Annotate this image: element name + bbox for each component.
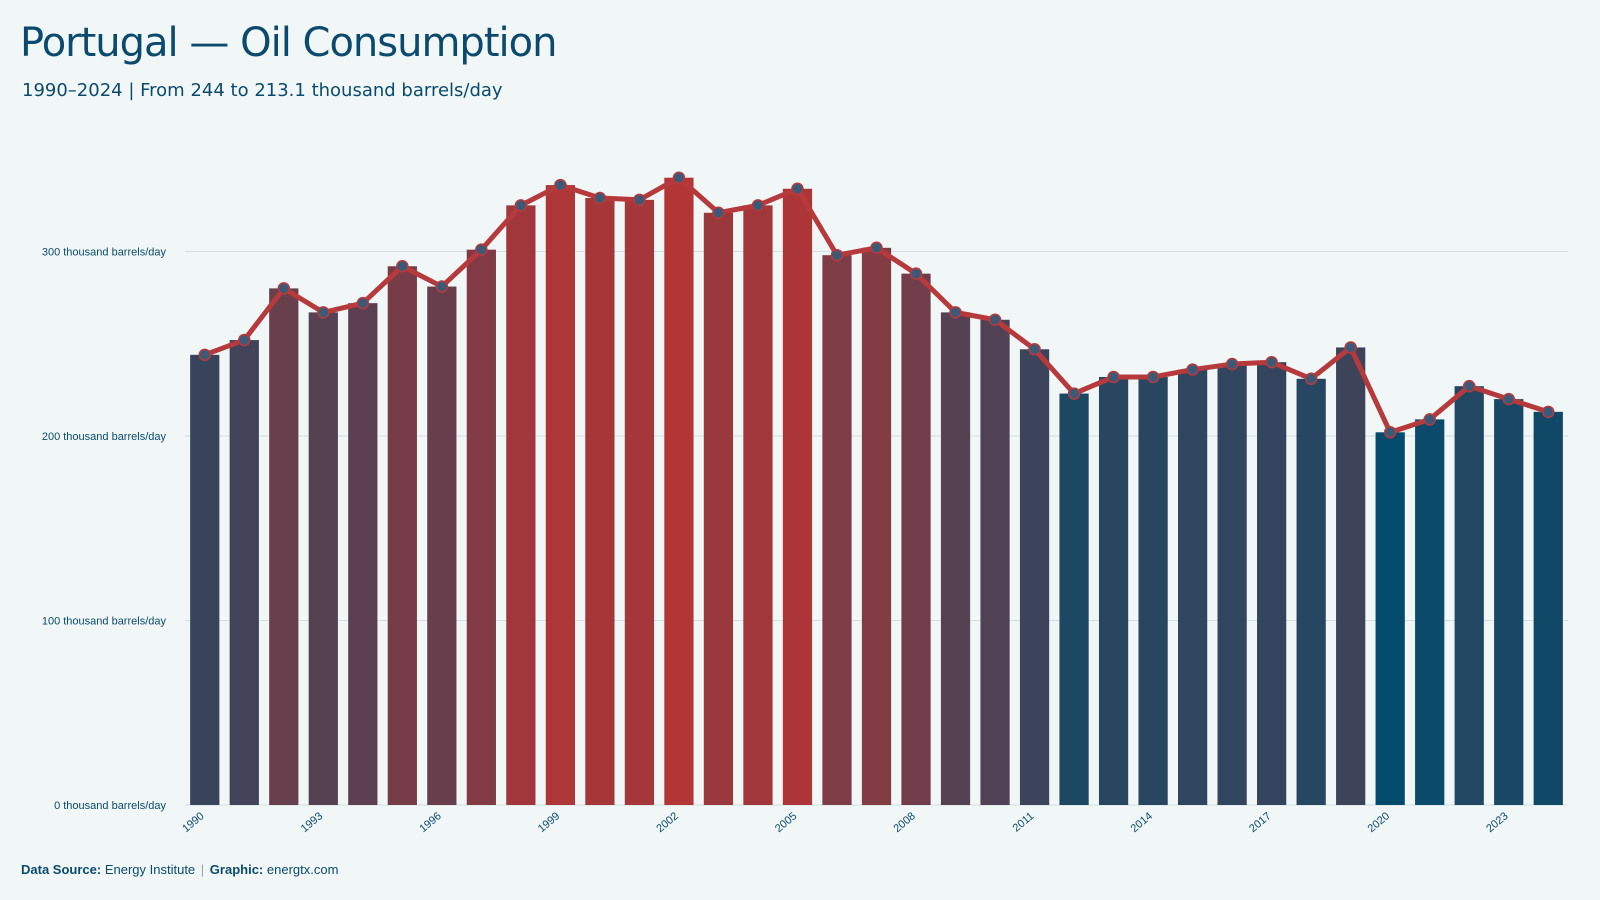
data-point (554, 178, 567, 192)
bar (743, 205, 773, 805)
data-point (1028, 343, 1041, 356)
data-point (1067, 387, 1081, 400)
bar (506, 205, 536, 805)
data-point (751, 199, 765, 212)
page-title: Portugal — Oil Consumption (20, 20, 557, 66)
bar (1217, 364, 1247, 805)
data-point (356, 296, 370, 310)
x-tick-label: 2023 (1484, 810, 1510, 835)
bar (269, 288, 299, 805)
source-label: Data Source: (21, 862, 102, 877)
bar (427, 286, 457, 805)
data-point (514, 199, 528, 212)
bar-layer (190, 177, 1563, 806)
data-point (317, 306, 330, 319)
bar (1177, 369, 1208, 805)
bar (782, 188, 813, 805)
data-point (672, 171, 686, 184)
bar (624, 199, 655, 806)
bar (348, 303, 378, 805)
bar (664, 177, 694, 805)
y-tick-label: 300 thousand barrels/day (42, 247, 167, 259)
graphic-label: Graphic: (209, 862, 264, 877)
bar (1375, 432, 1405, 805)
x-tick-label: 2002 (654, 810, 680, 835)
bar (822, 255, 852, 805)
footer-separator: | (200, 862, 205, 877)
x-tick-label: 1999 (536, 810, 562, 835)
bar (387, 266, 417, 805)
bar (190, 354, 220, 805)
data-point (1304, 372, 1318, 386)
data-point (949, 306, 962, 319)
bar (1098, 376, 1129, 805)
data-point (198, 348, 212, 362)
y-tick-label: 100 thousand barrels/day (42, 616, 167, 628)
x-tick-label: 1990 (180, 810, 206, 835)
data-point (1462, 379, 1476, 393)
bar (980, 319, 1010, 805)
bar (1336, 347, 1366, 805)
bar (1019, 349, 1050, 805)
data-point (1383, 426, 1397, 439)
bar (1454, 386, 1484, 805)
data-point (1423, 413, 1436, 426)
bar (940, 312, 971, 805)
data-point (1186, 363, 1199, 376)
bar (901, 273, 931, 805)
data-point (435, 280, 449, 293)
x-axis-labels: 1990 1993 1996 1999 2002 2005 2008 2011 2014 2017… (180, 810, 1510, 835)
marker-layer (198, 171, 1555, 439)
data-point (277, 282, 291, 295)
x-tick-label: 2020 (1366, 810, 1392, 835)
page-subtitle: 1990–2024 | From 244 to 213.1 thousand b… (22, 80, 503, 101)
bar (308, 312, 338, 805)
data-point (1502, 392, 1515, 406)
data-point (1225, 357, 1239, 371)
y-tick-label: 200 thousand barrels/day (42, 431, 167, 443)
x-tick-label: 2011 (1011, 810, 1037, 834)
x-tick-label: 2005 (773, 810, 799, 835)
source-value: Energy Institute (104, 862, 196, 877)
bar (229, 340, 259, 805)
footer-credits: Data Source: Energy Institute | Graphic:… (21, 862, 338, 877)
data-point (870, 241, 883, 255)
bar (1415, 419, 1445, 805)
data-point (988, 313, 1002, 327)
data-point (791, 182, 804, 196)
bar (861, 247, 892, 805)
data-point (909, 267, 923, 280)
data-point (1541, 405, 1555, 419)
data-point (1265, 355, 1278, 369)
data-point (593, 191, 607, 205)
x-tick-label: 2008 (891, 810, 917, 835)
data-point (1146, 370, 1160, 384)
bar (545, 185, 576, 805)
data-point (712, 206, 725, 220)
y-axis-labels: 0 thousand barrels/day 100 thousand barre… (42, 247, 167, 813)
bar (466, 249, 496, 805)
data-point (830, 248, 844, 262)
x-tick-label: 1996 (417, 810, 443, 835)
bar (1296, 378, 1326, 805)
data-point (396, 260, 409, 273)
data-point (475, 243, 488, 256)
data-point (1344, 341, 1357, 354)
bar (1257, 362, 1287, 805)
x-tick-label: 2017 (1247, 810, 1273, 835)
bar (1138, 376, 1168, 805)
bar (1533, 411, 1563, 805)
x-tick-label: 1993 (299, 810, 325, 835)
bar (1059, 393, 1089, 805)
bar (585, 197, 615, 805)
bar (703, 212, 734, 805)
bar (1494, 399, 1524, 805)
data-point (238, 333, 251, 347)
x-tick-label: 2014 (1129, 810, 1155, 835)
data-point (1107, 370, 1120, 384)
graphic-value: energtx.com (266, 862, 339, 877)
data-point (633, 193, 646, 207)
y-tick-label: 0 thousand barrels/day (54, 800, 166, 812)
